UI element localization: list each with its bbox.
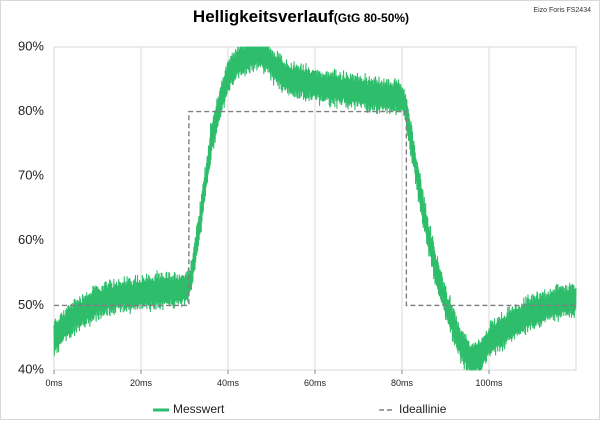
series-line-ideallinie (54, 110, 576, 307)
x-tick-label: 40ms (217, 378, 240, 388)
x-tick-label: 100ms (475, 378, 503, 388)
legend-ideallinie-label: Ideallinie (399, 402, 447, 416)
y-tick-label: 90% (18, 38, 44, 53)
chart-title-sub: (GtG 80-50%) (333, 11, 410, 25)
series-line-messwert (53, 46, 577, 371)
chart-title: Helligkeitsverlauf(GtG 80-50%) (1, 7, 600, 27)
monitor-model-label: Eizo Foris FS2434 (533, 7, 591, 14)
x-tick-label: 60ms (304, 378, 327, 388)
y-tick-label: 70% (18, 168, 44, 183)
y-tick-label: 50% (18, 297, 44, 312)
x-tick-label: 80ms (391, 378, 414, 388)
y-tick-label: 40% (18, 361, 44, 376)
y-tick-label: 80% (18, 103, 44, 118)
y-tick-label: 60% (18, 232, 44, 247)
x-tick-label: 0ms (45, 378, 63, 388)
x-tick-label: 20ms (130, 378, 153, 388)
legend-messwert-label: Messwert (173, 402, 225, 416)
chart-title-main: Helligkeitsverlauf (192, 7, 334, 26)
